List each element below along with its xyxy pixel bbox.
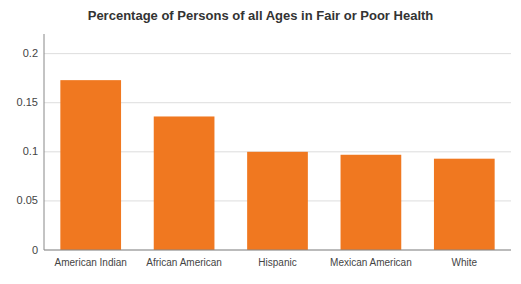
chart-title: Percentage of Persons of all Ages in Fai… xyxy=(88,8,434,23)
x-tick-label: African American xyxy=(146,257,222,268)
y-tick-label: 0.1 xyxy=(23,145,38,157)
y-tick-label: 0.15 xyxy=(17,96,38,108)
x-tick-label: Mexican American xyxy=(330,257,412,268)
grid-line xyxy=(44,250,511,251)
grid xyxy=(44,54,511,250)
grid-line xyxy=(44,53,511,54)
bar xyxy=(247,152,308,250)
y-tick-label: 0 xyxy=(32,244,38,256)
x-tick-label: White xyxy=(452,257,478,268)
y-tick-label: 0.05 xyxy=(17,194,38,206)
chart-svg: Percentage of Persons of all Ages in Fai… xyxy=(0,0,521,284)
bar xyxy=(60,80,121,250)
x-tick-label: American Indian xyxy=(55,257,127,268)
x-axis-line xyxy=(44,250,511,251)
bars xyxy=(60,80,494,250)
bar xyxy=(434,159,495,250)
x-tick-label: Hispanic xyxy=(258,257,296,268)
bar xyxy=(154,116,215,250)
y-axis-line xyxy=(44,34,45,250)
bar xyxy=(341,155,402,250)
chart-container: Percentage of Persons of all Ages in Fai… xyxy=(0,0,521,284)
y-tick-label: 0.2 xyxy=(23,47,38,59)
